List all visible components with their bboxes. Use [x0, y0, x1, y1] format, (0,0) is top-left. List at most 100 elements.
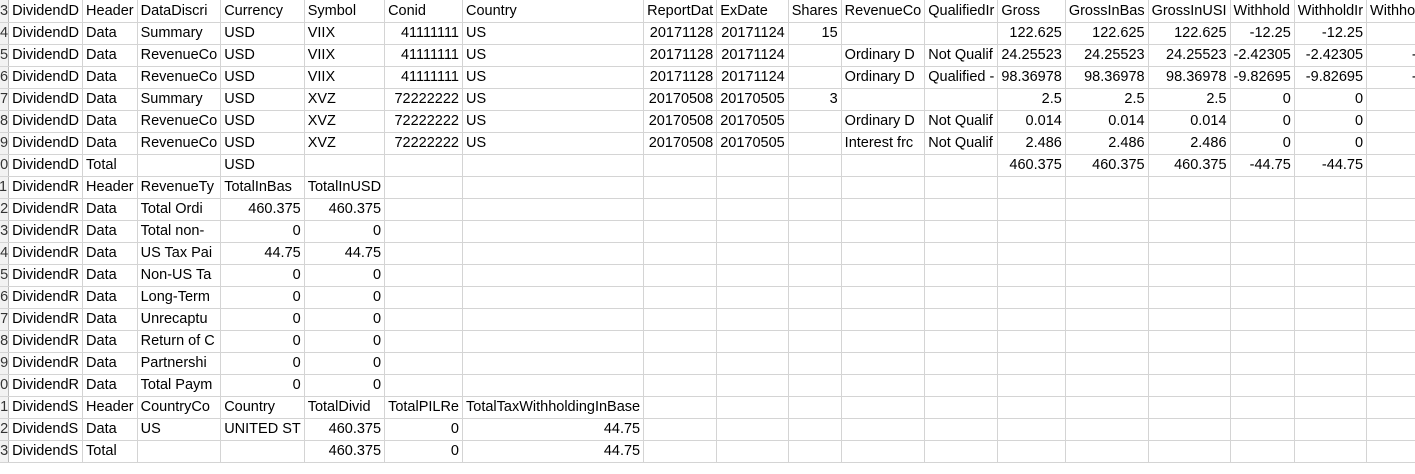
cell[interactable]: Not Qualif — [924, 132, 999, 155]
cell[interactable]: DividendR — [8, 330, 84, 353]
cell[interactable] — [841, 308, 926, 331]
cell[interactable]: Data — [82, 330, 138, 353]
cell[interactable]: 0 — [1294, 88, 1368, 111]
cell[interactable]: 0 — [1294, 110, 1368, 133]
cell[interactable] — [643, 352, 718, 375]
cell[interactable] — [841, 374, 926, 397]
cell[interactable]: 2.5 — [997, 88, 1066, 111]
cell[interactable]: -44.75 — [1230, 154, 1295, 177]
cell[interactable]: 0 — [304, 330, 386, 353]
cell[interactable] — [462, 330, 645, 353]
cell[interactable]: 0 — [304, 308, 386, 331]
cell[interactable]: XVZ — [304, 88, 386, 111]
cell[interactable]: Unrecaptu — [137, 308, 222, 331]
cell[interactable]: USD — [220, 44, 305, 67]
cell[interactable] — [1366, 286, 1415, 309]
cell[interactable] — [788, 418, 842, 441]
cell[interactable] — [716, 198, 789, 221]
cell[interactable]: 0 — [1294, 132, 1368, 155]
cell[interactable]: Partnershi — [137, 352, 222, 375]
cell[interactable]: USD — [220, 88, 305, 111]
cell[interactable] — [1294, 308, 1368, 331]
cell[interactable]: 0 — [220, 264, 305, 287]
row-header[interactable]: 13 — [0, 220, 10, 243]
cell[interactable] — [1294, 374, 1368, 397]
cell[interactable] — [997, 198, 1066, 221]
cell[interactable]: -12.25 — [1230, 22, 1295, 45]
cell[interactable] — [924, 330, 999, 353]
cell[interactable] — [1294, 198, 1368, 221]
cell[interactable]: 20171128 — [643, 44, 718, 67]
cell[interactable]: CountryCo — [137, 396, 222, 419]
cell[interactable] — [462, 264, 645, 287]
cell[interactable] — [788, 374, 842, 397]
cell[interactable]: DividendD — [8, 88, 84, 111]
cell[interactable] — [1366, 264, 1415, 287]
cell[interactable]: 0 — [304, 264, 386, 287]
cell[interactable]: DividendD — [8, 66, 84, 89]
row-header[interactable]: 9 — [0, 132, 10, 155]
cell[interactable]: TotalInBas — [220, 176, 305, 199]
row-header[interactable]: 8 — [0, 110, 10, 133]
cell[interactable] — [841, 440, 926, 463]
cell[interactable]: USD — [220, 110, 305, 133]
cell[interactable]: Non-US Ta — [137, 264, 222, 287]
cell[interactable] — [841, 330, 926, 353]
cell[interactable]: Data — [82, 264, 138, 287]
cell[interactable]: TotalDivid — [304, 396, 386, 419]
cell[interactable]: 72222222 — [384, 88, 463, 111]
cell[interactable] — [997, 264, 1066, 287]
cell[interactable]: Data — [82, 286, 138, 309]
cell[interactable] — [1294, 418, 1368, 441]
cell[interactable]: 20171124 — [716, 22, 789, 45]
cell[interactable]: XVZ — [304, 132, 386, 155]
cell[interactable]: US — [137, 418, 222, 441]
cell[interactable]: 0.014 — [1065, 110, 1149, 133]
cell[interactable] — [1294, 220, 1368, 243]
cell[interactable]: 20171128 — [643, 66, 718, 89]
cell[interactable]: Not Qualif — [924, 44, 999, 67]
cell[interactable] — [841, 198, 926, 221]
cell[interactable] — [384, 352, 463, 375]
cell[interactable] — [716, 176, 789, 199]
cell[interactable]: US — [462, 66, 645, 89]
cell[interactable]: Not Qualif — [924, 110, 999, 133]
cell[interactable] — [1065, 220, 1149, 243]
cell[interactable]: Shares — [788, 0, 842, 23]
cell[interactable]: UNITED ST — [220, 418, 305, 441]
cell[interactable]: 24.25523 — [1065, 44, 1149, 67]
cell[interactable] — [1230, 176, 1295, 199]
cell[interactable]: Data — [82, 22, 138, 45]
cell[interactable] — [788, 176, 842, 199]
row-header[interactable]: 22 — [0, 418, 10, 441]
cell[interactable]: 20171124 — [716, 44, 789, 67]
cell[interactable]: Data — [82, 220, 138, 243]
cell[interactable]: DividendR — [8, 352, 84, 375]
cell[interactable]: 460.375 — [1065, 154, 1149, 177]
cell[interactable] — [997, 176, 1066, 199]
cell[interactable] — [997, 330, 1066, 353]
cell[interactable]: Withhold — [1230, 0, 1295, 23]
cell[interactable] — [997, 440, 1066, 463]
cell[interactable]: Header — [82, 0, 138, 23]
cell[interactable]: 0 — [220, 352, 305, 375]
cell[interactable]: 0 — [220, 220, 305, 243]
cell[interactable]: Currency — [220, 0, 305, 23]
cell[interactable]: Header — [82, 176, 138, 199]
cell[interactable] — [1065, 308, 1149, 331]
cell[interactable]: RevenueCo — [137, 66, 222, 89]
row-header[interactable]: 23 — [0, 440, 10, 463]
cell[interactable] — [1294, 352, 1368, 375]
cell[interactable]: GrossInBas — [1065, 0, 1149, 23]
cell[interactable] — [924, 440, 999, 463]
cell[interactable] — [716, 286, 789, 309]
cell[interactable] — [716, 330, 789, 353]
cell[interactable] — [643, 220, 718, 243]
cell[interactable]: 20170508 — [643, 110, 718, 133]
cell[interactable]: TotalInUSD — [304, 176, 386, 199]
cell[interactable]: Ordinary D — [841, 66, 926, 89]
cell[interactable] — [788, 44, 842, 67]
cell[interactable]: 0 — [304, 352, 386, 375]
cell[interactable] — [716, 220, 789, 243]
cell[interactable] — [924, 88, 999, 111]
